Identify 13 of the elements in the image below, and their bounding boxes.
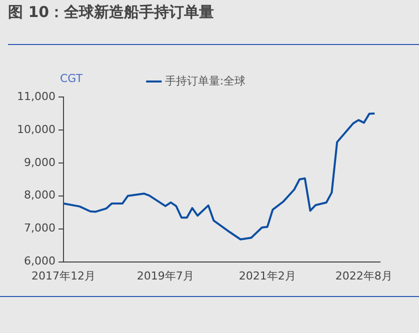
y-tick-label: 8,000 (24, 188, 56, 202)
y-tick-label: 11,000 (16, 90, 56, 103)
y-tick-label: 6,000 (24, 254, 56, 268)
y-tick-label: 10,000 (16, 122, 56, 136)
y-tick-label: 7,000 (24, 222, 56, 235)
x-tick-label: 2017年12月 (31, 269, 96, 282)
legend-label: 手持订单量:全球 (164, 74, 246, 88)
y-axis-title: CGT (60, 72, 83, 85)
x-tick-label: 2021年2月 (238, 269, 296, 282)
x-tick-label: 2019年7月 (136, 269, 194, 282)
x-tick-label: 2022年8月 (335, 269, 392, 282)
y-tick-label: 9,000 (24, 156, 56, 169)
chart-title: 图 10：全球新造船手持订单量 (8, 3, 214, 22)
